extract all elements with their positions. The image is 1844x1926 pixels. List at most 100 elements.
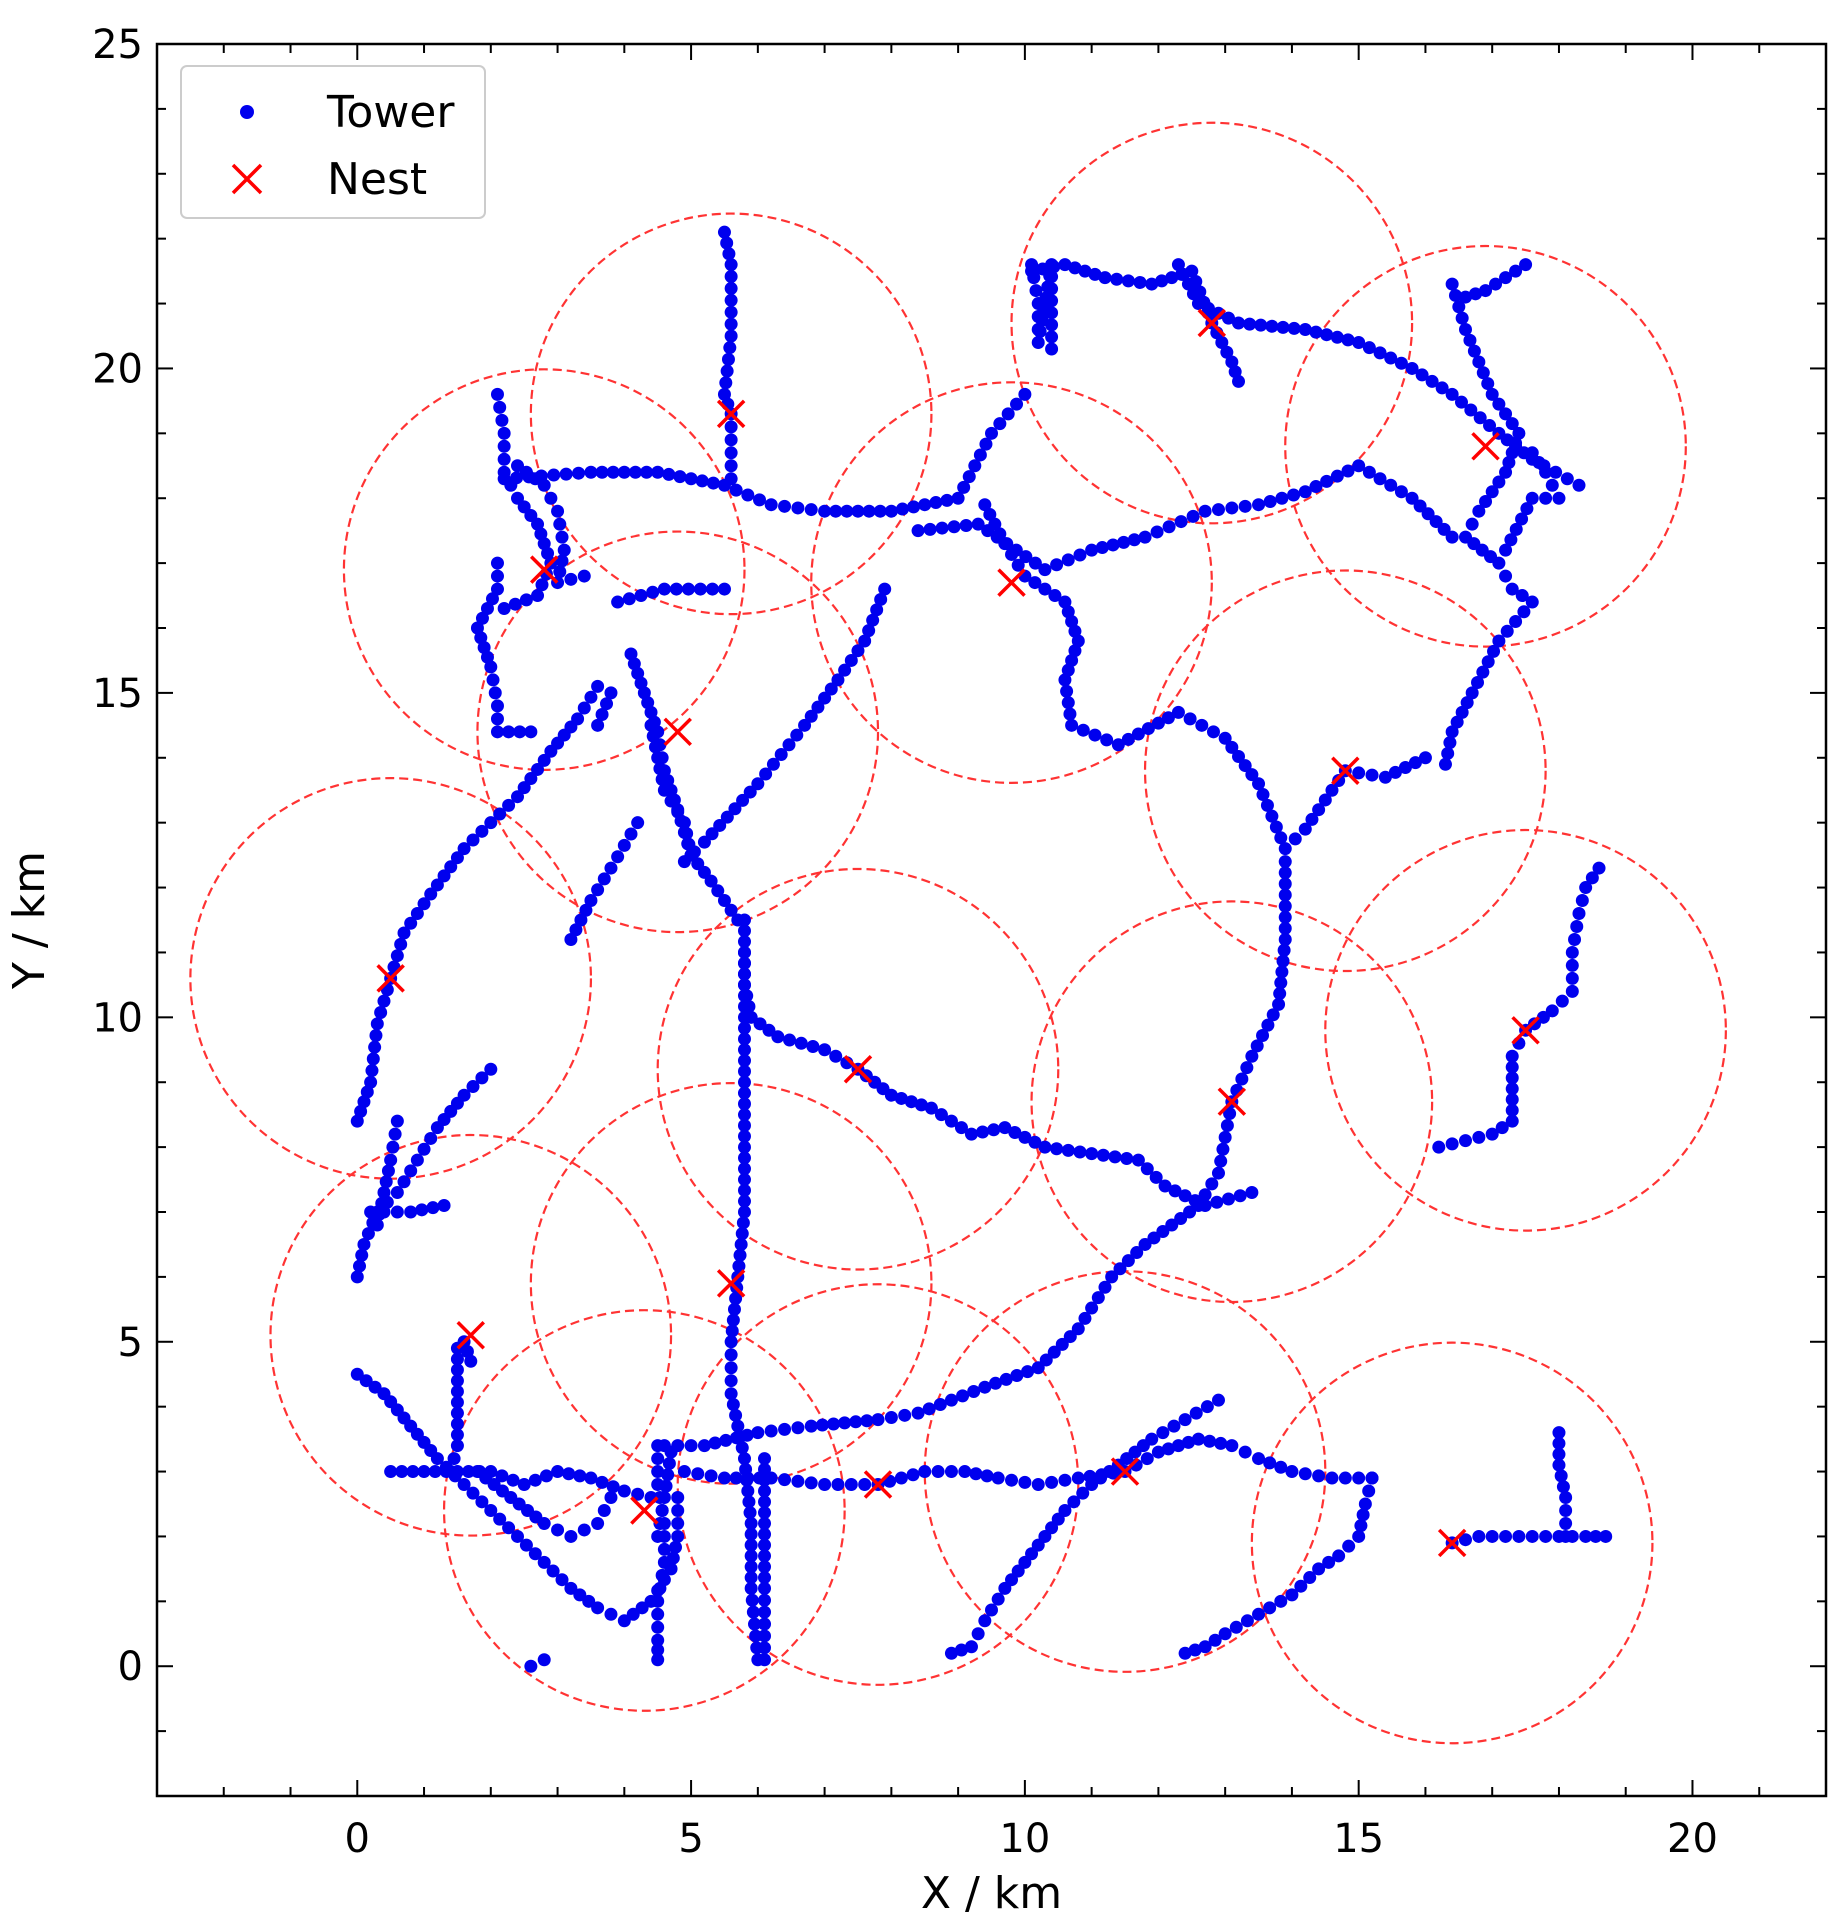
tower-point bbox=[1048, 589, 1062, 603]
tower-point bbox=[741, 1471, 755, 1485]
tower-point bbox=[553, 565, 567, 579]
tower-point bbox=[1552, 1436, 1566, 1450]
tower-point bbox=[1495, 1121, 1509, 1135]
tower-point bbox=[1050, 558, 1064, 572]
tower-point bbox=[466, 1080, 480, 1094]
tower-point bbox=[531, 589, 545, 603]
tower-point bbox=[1162, 520, 1176, 534]
tower-point bbox=[424, 887, 438, 901]
tower-point bbox=[1058, 1473, 1072, 1487]
tower-point bbox=[517, 781, 531, 795]
tower-point bbox=[758, 1484, 772, 1498]
tower-point bbox=[1505, 1082, 1519, 1096]
tower-point bbox=[1252, 777, 1266, 791]
tower-point bbox=[719, 1433, 733, 1447]
tower-point bbox=[1320, 474, 1334, 488]
tower-point bbox=[1131, 1153, 1145, 1167]
tower-point bbox=[737, 967, 751, 981]
tower-point bbox=[729, 483, 743, 497]
tower-point bbox=[1325, 1471, 1339, 1485]
tower-point bbox=[844, 653, 858, 667]
tower-point bbox=[450, 1385, 464, 1399]
tower-point bbox=[967, 1385, 981, 1399]
tower-point bbox=[1505, 582, 1519, 596]
x-tick-label: 5 bbox=[678, 1816, 703, 1862]
tower-point bbox=[1275, 491, 1289, 505]
tower-point bbox=[741, 488, 755, 502]
tower-point bbox=[737, 978, 751, 992]
tower-point bbox=[1505, 1114, 1519, 1128]
tower-point bbox=[350, 1270, 364, 1284]
tower-point bbox=[671, 805, 685, 819]
tower-point bbox=[954, 1121, 968, 1135]
tower-point bbox=[1211, 1166, 1225, 1180]
tower-point bbox=[1188, 1194, 1202, 1208]
tower-point bbox=[1492, 397, 1506, 411]
tower-point bbox=[1505, 1103, 1519, 1117]
nest-stroke bbox=[376, 964, 405, 993]
tower-point bbox=[1572, 907, 1586, 921]
tower-point bbox=[737, 1097, 751, 1111]
tower-point bbox=[406, 1465, 420, 1479]
tower-point bbox=[1579, 881, 1593, 895]
tower-point bbox=[1405, 361, 1419, 375]
tower-point bbox=[1565, 971, 1579, 985]
axis-tick-labels: 0 5 10 15 20 0 5 10 15 20 25 bbox=[92, 22, 1718, 1862]
tower-point bbox=[574, 913, 588, 927]
tower-point bbox=[1117, 535, 1131, 549]
tower-point bbox=[751, 777, 765, 791]
tower-point bbox=[829, 504, 843, 518]
tower-point bbox=[1450, 715, 1464, 729]
tower-point bbox=[1078, 1311, 1092, 1325]
tower-point bbox=[1140, 1452, 1154, 1466]
tower-point bbox=[737, 1183, 751, 1197]
tower-point bbox=[737, 956, 751, 970]
tower-point bbox=[497, 465, 511, 479]
tower-point bbox=[1479, 494, 1493, 508]
tower-point bbox=[1489, 277, 1503, 291]
nest-marker bbox=[529, 555, 559, 584]
tower-point bbox=[725, 1324, 739, 1338]
tower-point bbox=[1278, 932, 1292, 946]
tower-point bbox=[717, 478, 731, 492]
tower-point bbox=[502, 725, 516, 739]
tower-point bbox=[450, 1428, 464, 1442]
tower-point bbox=[724, 329, 738, 343]
tower-point bbox=[717, 582, 731, 596]
tower-point bbox=[404, 1164, 418, 1178]
tower-point bbox=[724, 270, 738, 284]
tower-point bbox=[519, 593, 533, 607]
tower-point bbox=[544, 744, 558, 758]
tower-point bbox=[794, 1036, 808, 1050]
tower-point bbox=[368, 1040, 382, 1054]
tower-point bbox=[1151, 1445, 1165, 1459]
tower-point bbox=[490, 387, 504, 401]
tower-point bbox=[722, 247, 736, 261]
tower-point bbox=[1318, 793, 1332, 807]
nest-stroke bbox=[716, 1269, 746, 1298]
tower-point bbox=[1365, 1471, 1379, 1485]
tower-point bbox=[1008, 1126, 1022, 1140]
tower-point bbox=[430, 1452, 444, 1466]
tower-point bbox=[1278, 921, 1292, 935]
coverage-circle bbox=[810, 381, 1213, 784]
tower-point bbox=[1515, 589, 1529, 603]
tower-point bbox=[535, 578, 549, 592]
tower-point bbox=[1413, 499, 1427, 513]
tower-point bbox=[753, 493, 767, 507]
tower-point bbox=[517, 1478, 531, 1492]
coverage-circle bbox=[1284, 244, 1687, 648]
tower-point bbox=[737, 945, 751, 959]
tower-point bbox=[415, 1203, 429, 1217]
tower-point bbox=[1039, 1353, 1053, 1367]
tower-point bbox=[1312, 1469, 1326, 1483]
tower-point bbox=[737, 1452, 751, 1466]
tower-point bbox=[617, 1614, 631, 1628]
tower-point bbox=[582, 1594, 596, 1608]
tower-point bbox=[1305, 812, 1319, 826]
tower-point bbox=[1045, 282, 1059, 296]
tower-point bbox=[493, 1512, 507, 1526]
tower-point bbox=[657, 783, 671, 797]
tower-point bbox=[1274, 976, 1288, 990]
tower-point bbox=[999, 1372, 1013, 1386]
